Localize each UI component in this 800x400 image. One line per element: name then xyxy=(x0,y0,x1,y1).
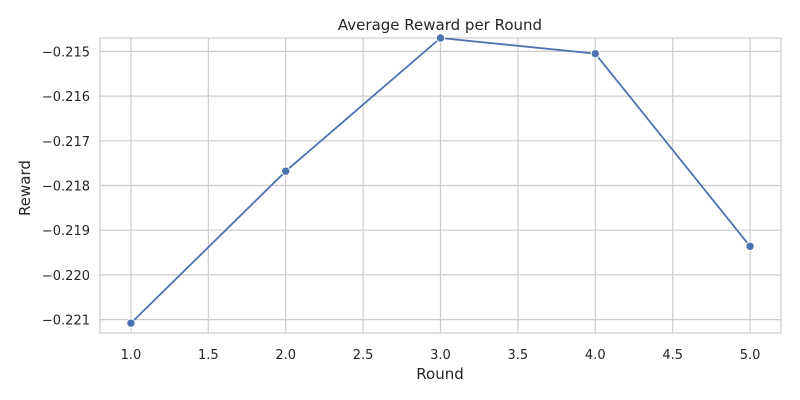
x-tick-label: 2.5 xyxy=(353,348,374,363)
grid xyxy=(100,38,781,333)
x-tick-label: 4.0 xyxy=(585,348,606,363)
y-tick-label: −0.221 xyxy=(42,314,90,329)
x-tick-label: 5.0 xyxy=(740,348,761,363)
data-point xyxy=(745,241,755,251)
data-point xyxy=(590,48,600,59)
y-tick-label: −0.220 xyxy=(42,269,90,284)
y-tick-label: −0.217 xyxy=(42,135,90,150)
x-axis-title: Round xyxy=(416,365,463,383)
data-point xyxy=(435,33,446,43)
x-tick-label: 4.5 xyxy=(662,348,683,363)
y-axis-title: Reward xyxy=(16,160,34,216)
chart-title: Average Reward per Round xyxy=(338,16,542,34)
x-tick-labels: 1.0 1.5 2.0 2.5 3.0 3.5 4.0 4.5 5.0 xyxy=(121,348,761,363)
data-point xyxy=(126,318,136,328)
y-tick-label: −0.219 xyxy=(42,224,90,239)
series-group xyxy=(126,33,755,328)
x-tick-label: 1.0 xyxy=(121,348,142,363)
y-tick-label: −0.216 xyxy=(42,90,90,105)
y-tick-labels: −0.221 −0.220 −0.219 −0.218 −0.217 −0.216 −0.2… xyxy=(42,45,90,328)
x-tick-label: 2.0 xyxy=(275,348,296,363)
data-point xyxy=(281,166,291,176)
y-tick-label: −0.215 xyxy=(42,45,90,60)
x-tick-label: 3.0 xyxy=(430,348,451,363)
y-tick-label: −0.218 xyxy=(42,180,90,195)
x-tick-label: 3.5 xyxy=(508,348,529,363)
x-tick-label: 1.5 xyxy=(198,348,219,363)
